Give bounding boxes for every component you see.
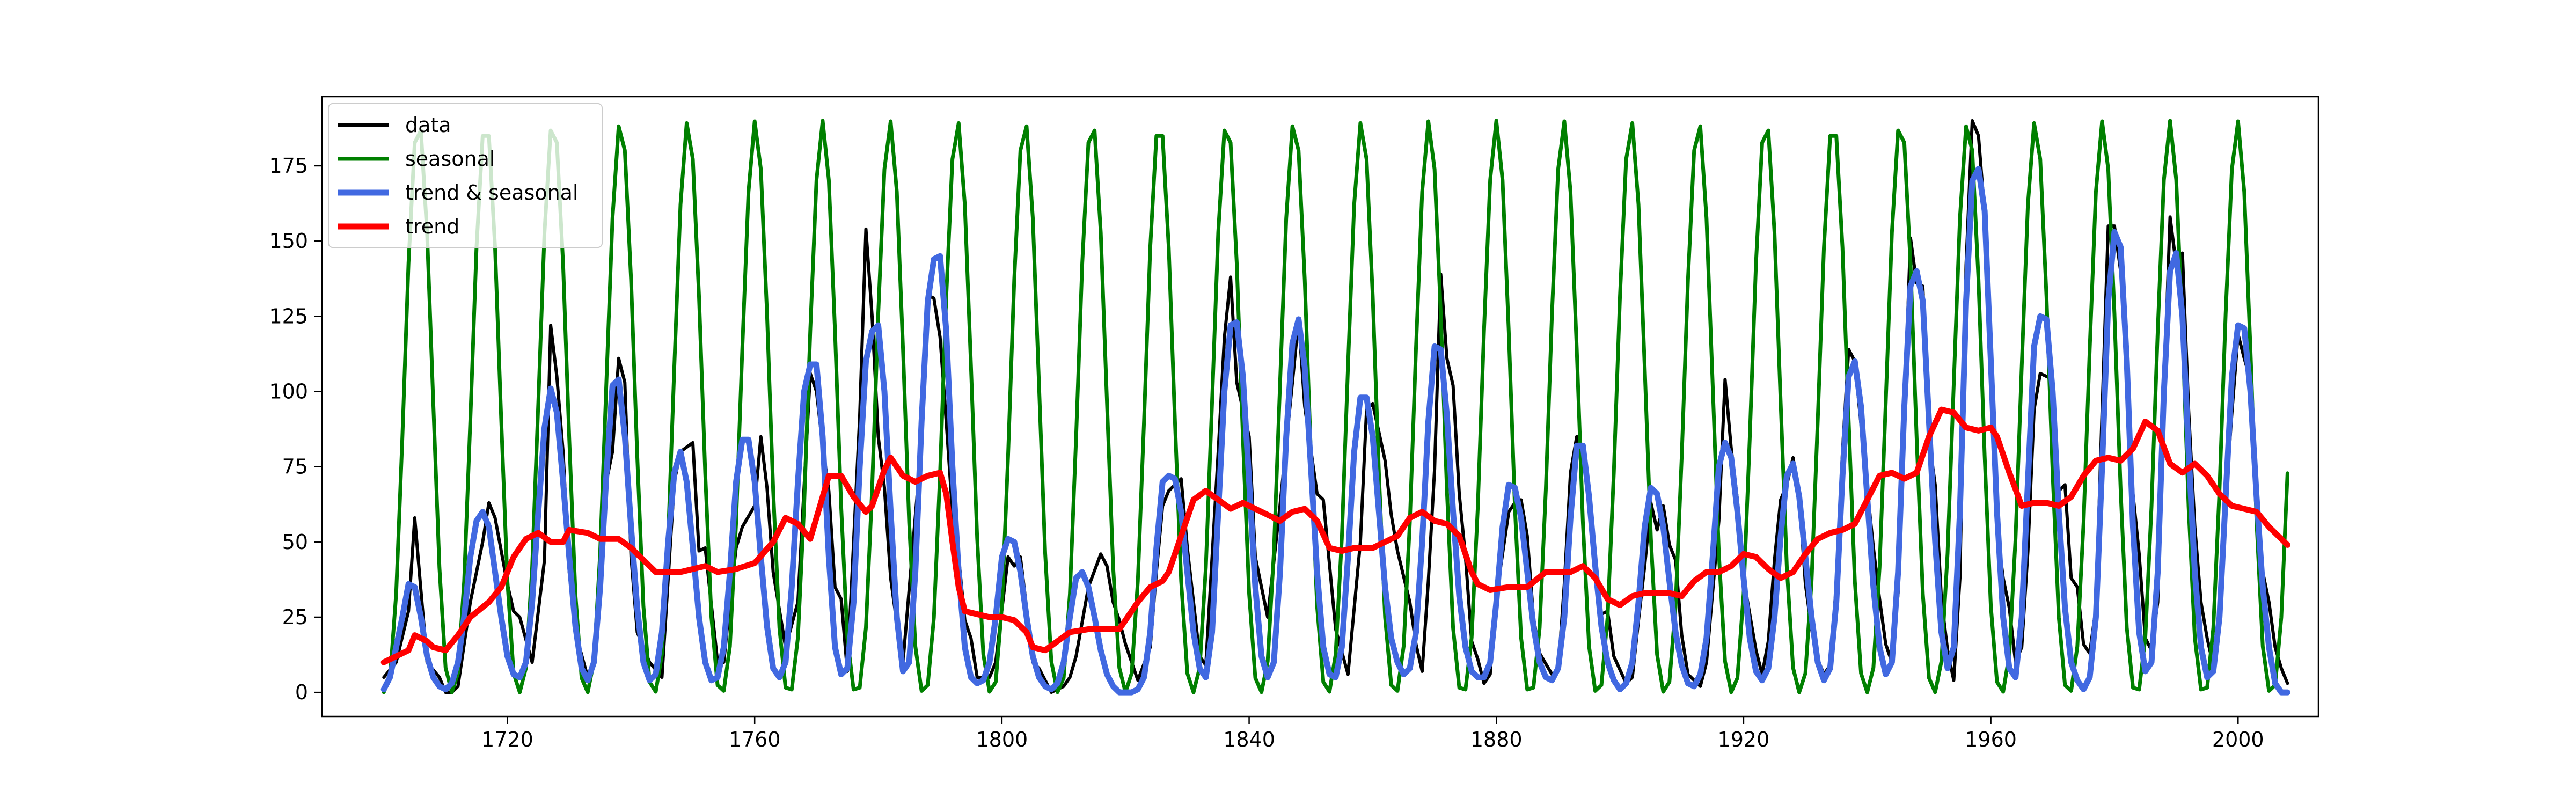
y-tick-label: 175 xyxy=(269,154,308,178)
y-tick-label: 25 xyxy=(282,605,308,629)
series-line-trend-seasonal xyxy=(380,166,2290,696)
x-tick-label: 1880 xyxy=(1470,728,1523,751)
x-tick-label: 1960 xyxy=(1965,728,2017,751)
x-tick-label: 1920 xyxy=(1718,728,1770,751)
y-tick-label: 125 xyxy=(269,304,308,328)
y-tick-label: 75 xyxy=(282,455,308,479)
legend-label-trend-seasonal: trend & seasonal xyxy=(405,181,579,204)
series-line-trend xyxy=(380,406,2290,665)
legend-box xyxy=(328,103,603,248)
legend-label-trend: trend xyxy=(405,215,459,238)
series-layer xyxy=(380,119,2290,696)
x-tick-label: 1760 xyxy=(729,728,781,751)
legend-label-seasonal: seasonal xyxy=(405,147,495,171)
plot-area xyxy=(321,96,2319,718)
x-tick-label: 1840 xyxy=(1223,728,1275,751)
legend-label-data: data xyxy=(405,113,451,137)
x-tick-label: 1800 xyxy=(976,728,1028,751)
y-tick-label: 50 xyxy=(282,530,308,554)
x-tick-label: 2000 xyxy=(2212,728,2264,751)
y-tick-label: 0 xyxy=(295,680,308,704)
x-axis: 1720 1760 1800 1840 1880 1920 1960 2000 xyxy=(481,716,2264,751)
legend: data seasonal trend & seasonal trend xyxy=(328,103,603,248)
y-tick-label: 100 xyxy=(269,379,308,403)
y-tick-label: 150 xyxy=(269,229,308,253)
y-axis: 0 25 50 75 100 125 150 175 xyxy=(269,154,322,704)
x-tick-label: 1720 xyxy=(481,728,533,751)
series-line-seasonal xyxy=(382,119,2289,694)
